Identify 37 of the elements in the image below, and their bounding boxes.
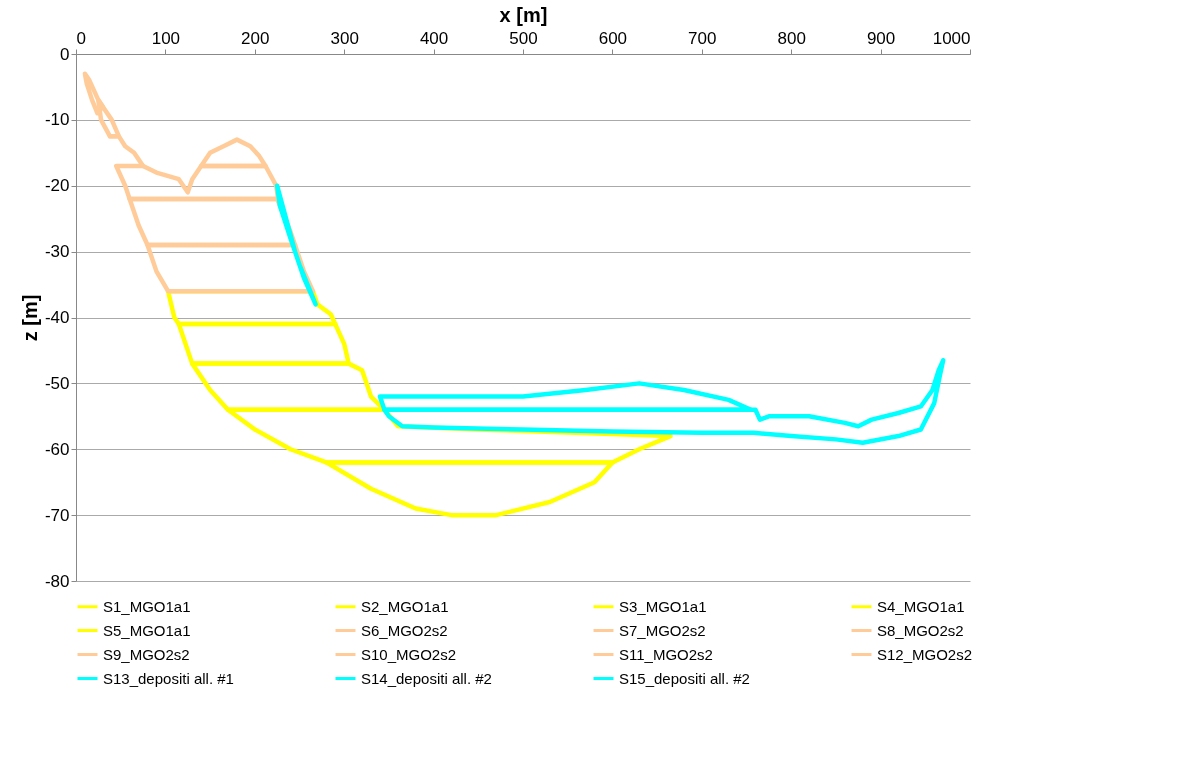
y-tick-label: -50	[44, 373, 70, 393]
x-tick-label: 800	[777, 28, 806, 48]
y-tick-label: -60	[44, 439, 70, 459]
x-tick-label: 700	[688, 28, 717, 48]
x-tick-label: 0	[76, 28, 86, 48]
x-tick-label: 1000	[932, 28, 971, 48]
legend-label: S7_MGO2s2	[619, 621, 706, 639]
y-tick-label: -20	[44, 176, 70, 196]
legend-label: S4_MGO1a1	[877, 597, 965, 615]
legend-label: S11_MGO2s2	[619, 645, 713, 663]
y-tick-label: -30	[44, 242, 70, 262]
legend-label: S1_MGO1a1	[103, 597, 191, 615]
legend-label: S6_MGO2s2	[361, 621, 448, 639]
legend-label: S10_MGO2s2	[361, 645, 457, 663]
y-tick-label: -10	[44, 110, 70, 130]
legend-label: S15_depositi all. #2	[619, 669, 750, 687]
y-tick-label: -40	[44, 308, 70, 327]
x-tick-label: 500	[509, 28, 538, 48]
x-tick-label: 600	[598, 28, 628, 48]
legend-label: S13_depositi all. #1	[103, 669, 234, 687]
legend-label: S3_MGO1a1	[619, 597, 707, 615]
legend-label: S2_MGO1a1	[361, 597, 449, 615]
legend-label: S8_MGO2s2	[877, 621, 964, 639]
y-tick-label: -80	[44, 571, 70, 591]
x-tick-label: 200	[241, 28, 270, 48]
y-axis-title: z [m]	[18, 294, 41, 342]
legend-label: S12_MGO2s2	[877, 645, 973, 663]
x-tick-label: 900	[866, 28, 896, 48]
legend-label: S5_MGO1a1	[103, 621, 191, 639]
y-tick-label: -70	[44, 505, 70, 525]
x-tick-label: 400	[419, 28, 449, 48]
x-axis-title: x [m]	[499, 3, 548, 26]
y-tick-label: 0	[60, 44, 70, 64]
legend-label: S14_depositi all. #2	[361, 669, 492, 687]
x-tick-label: 100	[151, 28, 181, 48]
legend-label: S9_MGO2s2	[103, 645, 190, 663]
x-tick-label: 300	[330, 28, 359, 48]
